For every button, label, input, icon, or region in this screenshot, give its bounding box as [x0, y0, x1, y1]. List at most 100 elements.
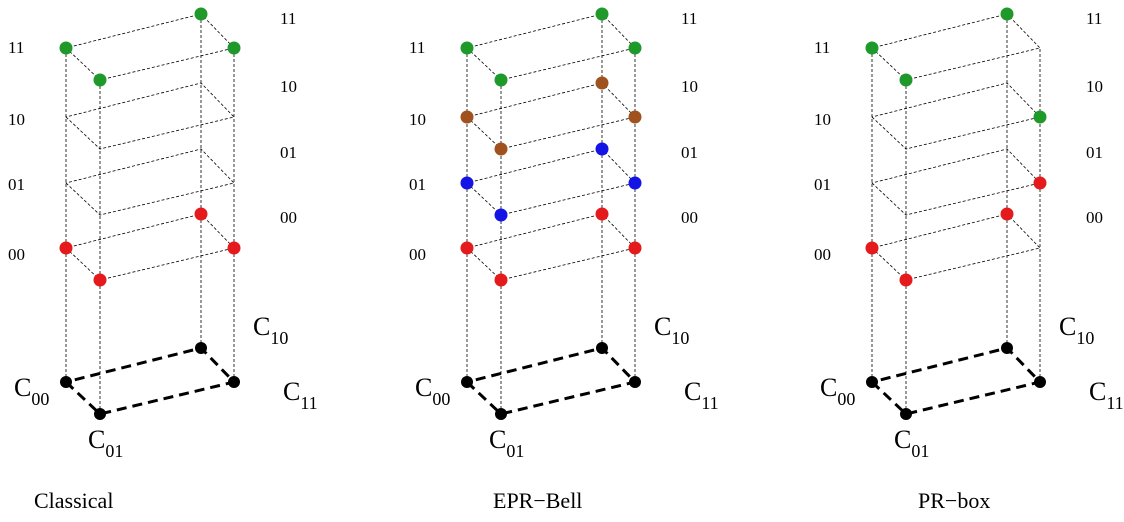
front-level-label-00: 00: [409, 245, 426, 264]
panel-2: 00 01 10 11 00 01 10 11 C00 C01 C10 C11 EPR−Bell: [409, 7, 719, 513]
back-level-label-00: 00: [280, 208, 297, 227]
back-level-label-10: 10: [1086, 77, 1103, 96]
back-level-label-01: 01: [681, 143, 698, 162]
point-c11-00: [227, 241, 241, 255]
base-dot-c10: [195, 342, 207, 354]
back-level-label-11: 11: [280, 9, 296, 28]
point-c01-00: [93, 273, 107, 287]
point-c11-10: [628, 110, 642, 124]
level-plane-01: [466, 148, 636, 216]
point-c00-11: [865, 41, 879, 55]
point-c11-10: [1033, 110, 1047, 124]
corner-label-c01: C01: [88, 425, 123, 461]
back-level-label-10: 10: [681, 77, 698, 96]
level-plane-00: [65, 213, 235, 281]
point-c10-00: [1000, 207, 1014, 221]
front-level-label-01: 01: [814, 175, 831, 194]
base-plane: [868, 346, 1043, 416]
front-level-label-10: 10: [814, 110, 831, 129]
point-c00-10: [460, 110, 474, 124]
base-dot-c01: [900, 408, 912, 420]
point-c01-00: [899, 273, 913, 287]
corner-label-c00: C00: [820, 373, 855, 409]
base-dot-c01: [94, 408, 106, 420]
corner-label-c00: C00: [14, 373, 49, 409]
base-dot-c11: [629, 376, 641, 388]
back-level-label-01: 01: [1086, 143, 1103, 162]
point-c01-01: [494, 208, 508, 222]
base-dot-c11: [1034, 376, 1046, 388]
corner-label-c00: C00: [415, 373, 450, 409]
level-plane-11: [466, 13, 636, 81]
corner-label-c11: C11: [283, 377, 318, 413]
point-c01-11: [93, 73, 107, 87]
corner-label-c01: C01: [489, 425, 524, 461]
corner-label-c01: C01: [894, 425, 929, 461]
front-level-label-11: 11: [409, 38, 425, 57]
point-c11-11: [628, 41, 642, 55]
point-c10-11: [1000, 7, 1014, 21]
point-c00-11: [460, 41, 474, 55]
back-level-label-10: 10: [280, 77, 297, 96]
base-plane: [62, 346, 237, 416]
point-c00-00: [59, 241, 73, 255]
base-dot-c01: [495, 408, 507, 420]
back-level-label-00: 00: [1086, 208, 1103, 227]
corner-label-c10: C10: [654, 312, 689, 348]
point-c10-11: [194, 7, 208, 21]
front-level-label-10: 10: [8, 110, 25, 129]
point-c00-00: [460, 241, 474, 255]
base-dot-c10: [596, 342, 608, 354]
back-level-label-11: 11: [1086, 9, 1102, 28]
point-c01-10: [494, 142, 508, 156]
point-c10-00: [194, 207, 208, 221]
back-level-label-00: 00: [681, 208, 698, 227]
level-plane-00: [871, 213, 1041, 281]
corner-label-c10: C10: [253, 312, 288, 348]
base-dot-c00: [60, 376, 72, 388]
back-level-label-11: 11: [681, 9, 697, 28]
point-c10-01: [595, 142, 609, 156]
corner-label-c10: C10: [1059, 312, 1094, 348]
corner-label-c11: C11: [1089, 377, 1124, 413]
front-level-label-00: 00: [814, 245, 831, 264]
front-level-label-01: 01: [8, 175, 25, 194]
point-c00-00: [865, 241, 879, 255]
front-level-label-00: 00: [8, 245, 25, 264]
panel-3: 00 01 10 11 00 01 10 11 C00 C01 C10 C11 PR−box: [814, 7, 1124, 513]
front-level-label-11: 11: [814, 38, 830, 57]
point-c00-11: [59, 41, 73, 55]
point-c11-00: [628, 241, 642, 255]
point-c10-10: [595, 76, 609, 90]
point-c01-00: [494, 273, 508, 287]
panel-caption: EPR−Bell: [493, 488, 582, 513]
panel-caption: PR−box: [918, 488, 990, 513]
point-c11-11: [227, 41, 241, 55]
point-c01-11: [899, 73, 913, 87]
front-level-label-11: 11: [8, 38, 24, 57]
point-c01-11: [494, 73, 508, 87]
level-plane-01: [871, 148, 1041, 216]
level-plane-11: [871, 13, 1041, 81]
base-dot-c11: [228, 376, 240, 388]
base-dot-c00: [461, 376, 473, 388]
level-plane-01: [65, 148, 235, 216]
panel-1: 00 01 10 11 00 01 10 11 C00 C01 C10 C11 Classical: [8, 7, 318, 513]
back-level-label-01: 01: [280, 143, 297, 162]
point-c00-01: [460, 176, 474, 190]
base-dot-c00: [866, 376, 878, 388]
base-plane: [463, 346, 638, 416]
point-c11-01: [628, 176, 642, 190]
point-c10-11: [595, 7, 609, 21]
level-plane-10: [65, 82, 235, 150]
point-c10-00: [595, 207, 609, 221]
level-plane-10: [871, 82, 1041, 150]
panel-caption: Classical: [34, 488, 113, 513]
level-plane-10: [466, 82, 636, 150]
point-c11-01: [1033, 176, 1047, 190]
level-plane-00: [466, 213, 636, 281]
level-plane-11: [65, 13, 235, 81]
corner-label-c11: C11: [684, 377, 719, 413]
front-level-label-10: 10: [409, 110, 426, 129]
